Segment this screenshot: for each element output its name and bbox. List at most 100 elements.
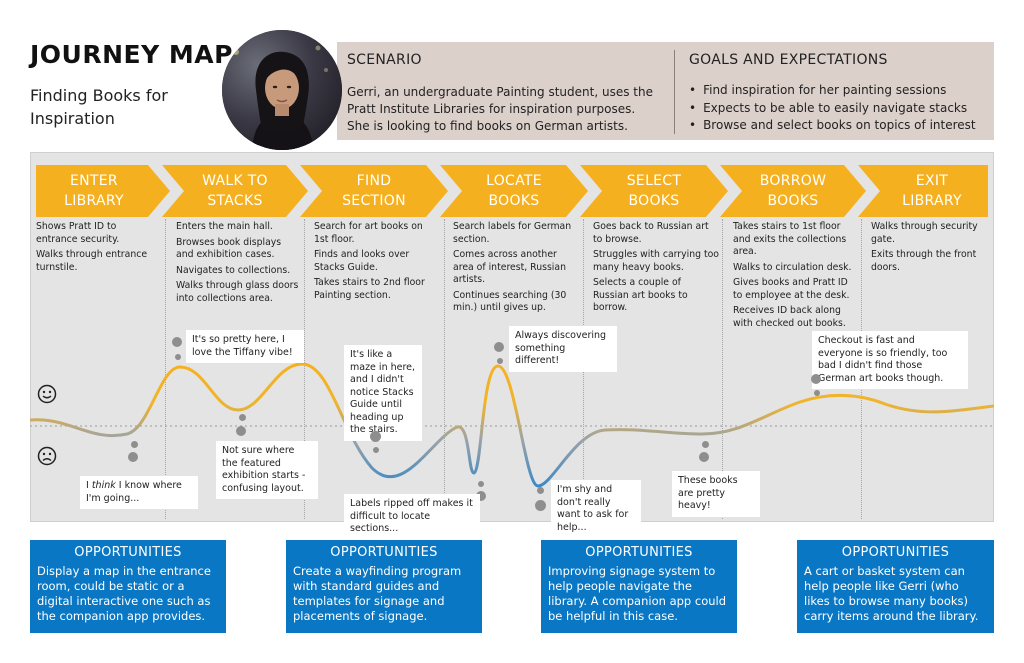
opportunity-text: Create a wayfinding program with standar… (293, 564, 462, 623)
thought-dot (131, 441, 138, 448)
action-item: Browses book displays and exhibition cas… (176, 236, 282, 261)
goals-heading: GOALS AND EXPECTATIONS (689, 52, 888, 68)
action-item: Enters the main hall. (176, 221, 273, 232)
opportunity-heading: OPPORTUNITIES (74, 545, 182, 560)
action-item: Continues searching (30 min.) until give… (453, 289, 567, 314)
thought-bubble: Always discovering something different! (509, 326, 617, 372)
page-title: JOURNEY MAP (30, 40, 233, 69)
stage-exit-library: EXIT LIBRARY (858, 165, 988, 217)
stage-arrow-shape (858, 165, 988, 217)
action-item: Struggles with carrying too many heavy b… (593, 249, 719, 273)
stage-actions-find-section: Search for art books on 1st floor. Finds… (314, 221, 440, 305)
thought-dot (236, 426, 246, 436)
thought-bubble: Labels ripped off makes it difficult to … (344, 494, 480, 540)
stage-arrow-shape (300, 165, 448, 217)
thought-dot (814, 390, 820, 396)
thought-dot (476, 491, 486, 501)
info-panel: SCENARIO Gerri, an undergraduate Paintin… (337, 42, 994, 140)
action-item: Walks through glass doors into collectio… (176, 280, 299, 304)
stage-label: EXIT LIBRARY (902, 173, 962, 209)
thought-dot (702, 441, 709, 448)
opportunity-text: Improving signage system to help people … (548, 564, 727, 623)
scenario-text: Gerri, an undergraduate Painting student… (347, 85, 653, 133)
stage-arrow-shape (162, 165, 308, 217)
thought-dot (537, 487, 544, 494)
smiley-face-icon (37, 384, 57, 404)
action-item: Walks through entrance turnstile. (36, 249, 148, 273)
thought-dot (373, 447, 379, 453)
stage-label: ENTER LIBRARY (64, 173, 124, 209)
opportunity-card: OPPORTUNITIES Improving signage system t… (541, 540, 737, 633)
action-item: Walks through security gate. (871, 221, 978, 245)
action-item: Finds and looks over Stacks Guide. (314, 249, 410, 273)
thought-dot (370, 431, 381, 442)
action-item: Selects a couple of Russian art books to… (593, 277, 688, 313)
thought-dot (172, 337, 182, 347)
action-item: Gives books and Pratt ID to employee at … (733, 277, 850, 301)
thought-dot (699, 452, 709, 462)
stage-actions-select-books: Goes back to Russian art to browse. Stru… (593, 221, 719, 318)
thought-bubble: I think I know where I'm going... (80, 476, 198, 509)
stage-arrow-shape (440, 165, 588, 217)
stage-arrow-shape (720, 165, 866, 217)
stage-enter-library: ENTER LIBRARY (36, 165, 170, 217)
action-item: Search for art books on 1st floor. (314, 221, 423, 245)
stage-divider (722, 219, 723, 519)
action-item: Shows Pratt ID to entrance security. (36, 221, 120, 245)
stage-label: BORROW BOOKS (759, 173, 827, 209)
persona-avatar (222, 30, 342, 150)
stage-borrow-books: BORROW BOOKS (720, 165, 866, 217)
stage-divider (444, 219, 445, 519)
thought-bubble: Not sure where the featured exhibition s… (216, 441, 318, 499)
stage-arrow-shape (580, 165, 728, 217)
thought-dot (478, 481, 484, 487)
opportunity-text: A cart or basket system can help people … (804, 564, 979, 623)
goal-item: Browse and select books on topics of int… (689, 117, 976, 135)
goals-list: Find inspiration for her painting sessio… (689, 82, 976, 135)
stage-select-books: SELECT BOOKS (580, 165, 728, 217)
thought-dot (128, 452, 138, 462)
goal-item: Expects to be able to easily navigate st… (689, 100, 976, 118)
action-item: Comes across another area of interest, R… (453, 249, 566, 285)
thought-bubble: Checkout is fast and everyone is so frie… (812, 331, 968, 389)
persona-photo-icon (222, 30, 342, 150)
action-item: Navigates to collections. (176, 264, 291, 276)
stage-divider (165, 219, 166, 519)
action-item: Search labels for German section. (453, 221, 572, 245)
thought-dot (811, 374, 821, 384)
thought-dot (494, 342, 504, 352)
stage-label: LOCATE BOOKS (486, 173, 542, 209)
stage-locate-books: LOCATE BOOKS (440, 165, 588, 217)
thought-bubble: It's like a maze in here, and I didn't n… (344, 345, 422, 441)
opportunity-card: OPPORTUNITIES Create a wayfinding progra… (286, 540, 482, 633)
opportunity-heading: OPPORTUNITIES (585, 545, 693, 560)
thought-bubble: It's so pretty here, I love the Tiffany … (186, 330, 304, 363)
stage-actions-locate-books: Search labels for German section. Comes … (453, 221, 579, 318)
emotion-curve (30, 362, 994, 488)
info-divider (674, 50, 675, 134)
thought-dot (535, 500, 546, 511)
thought-dot (497, 358, 503, 364)
stage-actions-walk-to-stacks: Enters the main hall. Browses book displ… (176, 221, 300, 308)
opportunity-heading: OPPORTUNITIES (841, 545, 950, 560)
opportunity-card: OPPORTUNITIES Display a map in the entra… (30, 540, 226, 633)
action-item: Receives ID back along with checked out … (733, 305, 846, 329)
thought-bubble: These books are pretty heavy! (672, 471, 760, 517)
sad-face-icon (37, 446, 57, 466)
action-item: Takes stairs to 1st floor and exits the … (733, 221, 847, 257)
page-subtitle: Finding Books for Inspiration (30, 86, 168, 128)
stage-arrow-shape (36, 165, 170, 217)
opportunity-card: OPPORTUNITIES A cart or basket system ca… (797, 540, 994, 633)
stage-actions-borrow-books: Takes stairs to 1st floor and exits the … (733, 221, 859, 333)
stage-label: SELECT BOOKS (626, 173, 682, 209)
stage-find-section: FIND SECTION (300, 165, 448, 217)
scenario-heading: SCENARIO (347, 52, 422, 68)
emotion-line (30, 362, 994, 488)
opportunity-text: Display a map in the entrance room, coul… (37, 564, 211, 623)
opportunity-heading: OPPORTUNITIES (330, 545, 438, 560)
action-item: Takes stairs to 2nd floor Painting secti… (314, 277, 425, 301)
thought-dot (239, 414, 246, 421)
action-item: Walks to circulation desk. (733, 261, 852, 273)
stage-walk-to-stacks: WALK TO STACKS (162, 165, 308, 217)
goal-item: Find inspiration for her painting sessio… (689, 82, 976, 100)
